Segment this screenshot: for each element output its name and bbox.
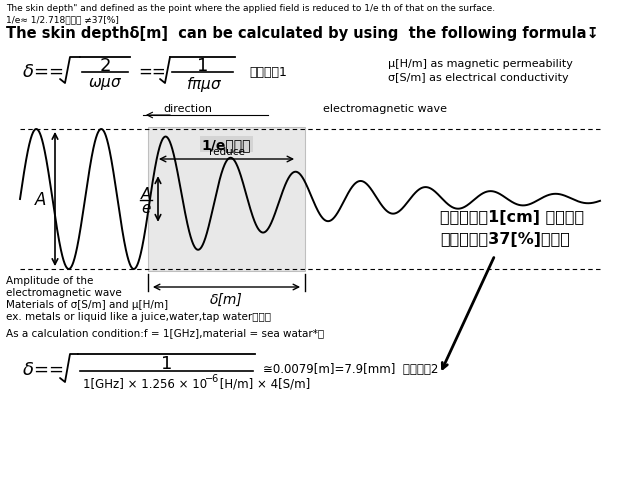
Text: e: e [141, 201, 150, 216]
Text: direction: direction [163, 104, 212, 114]
Text: 1: 1 [197, 57, 208, 75]
Text: Materials of σ[S/m] and μ[H/m]: Materials of σ[S/m] and μ[H/m] [6, 300, 168, 309]
Text: 2: 2 [99, 57, 111, 75]
Text: 海水の場吂1[cm] 未満の表: 海水の場吂1[cm] 未満の表 [440, 210, 584, 225]
Text: σ[S/m] as electrical conductivity: σ[S/m] as electrical conductivity [388, 73, 568, 83]
Text: 1/e≈ 1/2.718・・・ ≠37[%]: 1/e≈ 1/2.718・・・ ≠37[%] [6, 15, 119, 24]
Text: 1[GHz] × 1.256 × 10: 1[GHz] × 1.256 × 10 [83, 377, 207, 390]
Text: 1: 1 [161, 354, 172, 372]
Text: The skin depthδ[m]  can be calculated by using  the following formula↧: The skin depthδ[m] can be calculated by … [6, 26, 599, 41]
Text: ex. metals or liquid like a juice,water,tap water・・・: ex. metals or liquid like a juice,water,… [6, 312, 271, 321]
Text: A: A [141, 187, 151, 202]
Text: −6: −6 [205, 373, 220, 383]
Text: The skin depth" and defined as the point where the applied field is reduced to 1: The skin depth" and defined as the point… [6, 4, 495, 13]
Text: $\omega\mu\sigma$: $\omega\mu\sigma$ [88, 76, 122, 92]
Text: 面付近で絀37[%]に減衰: 面付近で絀37[%]に減衰 [440, 231, 570, 247]
Text: [H/m] × 4[S/m]: [H/m] × 4[S/m] [216, 377, 310, 390]
Text: δ[m]: δ[m] [210, 292, 243, 306]
Text: μ[H/m] as magnetic permeability: μ[H/m] as magnetic permeability [388, 59, 573, 69]
Text: ・・・式1: ・・・式1 [249, 65, 287, 78]
Bar [148, 128, 305, 271]
Text: $f\pi\mu\sigma$: $f\pi\mu\sigma$ [186, 74, 223, 93]
Text: $\delta$==: $\delta$== [22, 63, 63, 81]
Text: As a calculation condition:f = 1[GHz],material = sea watar*。: As a calculation condition:f = 1[GHz],ma… [6, 327, 324, 337]
Text: Amplitude of the
electromagnetic wave: Amplitude of the electromagnetic wave [6, 276, 122, 297]
Text: ==: == [138, 63, 166, 81]
Text: ≅0.0079[m]=7.9[mm]  ・・・式2: ≅0.0079[m]=7.9[mm] ・・・式2 [263, 363, 438, 376]
Text: A: A [35, 191, 47, 209]
Text: 1/eに減衰: 1/eに減衰 [202, 138, 252, 152]
Text: electromagnetic wave: electromagnetic wave [323, 104, 447, 114]
Text: $\delta$==: $\delta$== [22, 360, 63, 378]
Text: reduce: reduce [209, 147, 244, 156]
